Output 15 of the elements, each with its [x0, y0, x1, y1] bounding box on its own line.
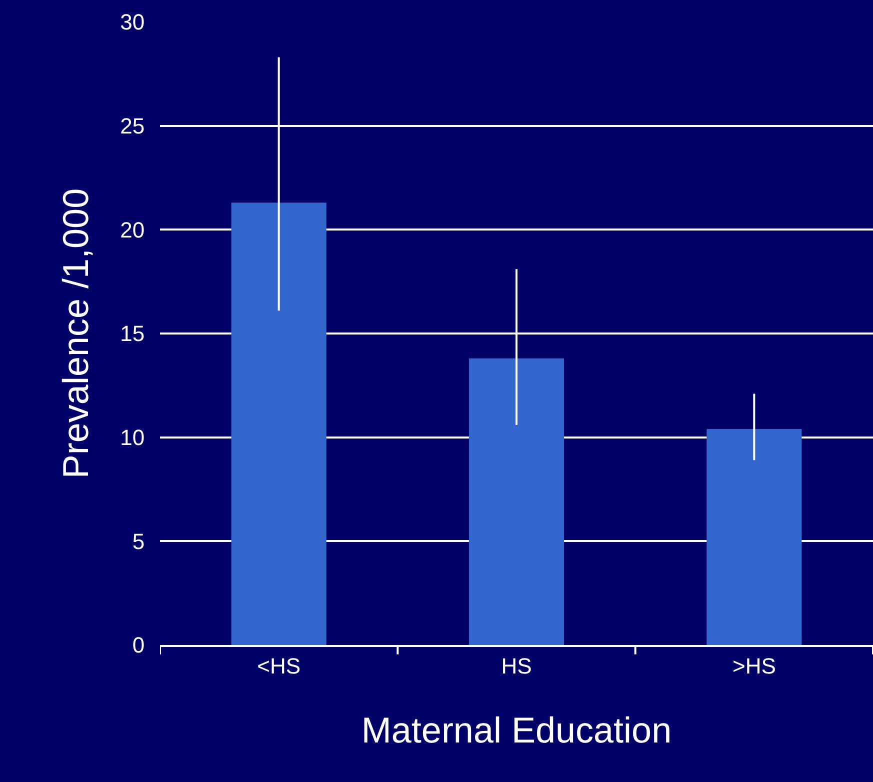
- x-tick-label: HS: [501, 653, 532, 678]
- y-axis-title: Prevalence /1,000: [55, 188, 96, 479]
- bar: [231, 202, 326, 645]
- y-tick-label: 20: [120, 217, 145, 242]
- y-tick-label: 0: [132, 632, 145, 658]
- y-tick-label: 15: [120, 321, 145, 346]
- x-tick-label: >HS: [732, 653, 776, 678]
- y-tick-label: 5: [132, 528, 145, 554]
- y-tick-label: 30: [120, 10, 145, 35]
- x-tick-label: <HS: [257, 653, 301, 678]
- bar: [706, 429, 802, 645]
- bar: [468, 358, 564, 645]
- y-tick-label: 10: [120, 425, 145, 450]
- y-tick-label: 25: [120, 114, 145, 139]
- x-axis-title: Maternal Education: [361, 710, 672, 751]
